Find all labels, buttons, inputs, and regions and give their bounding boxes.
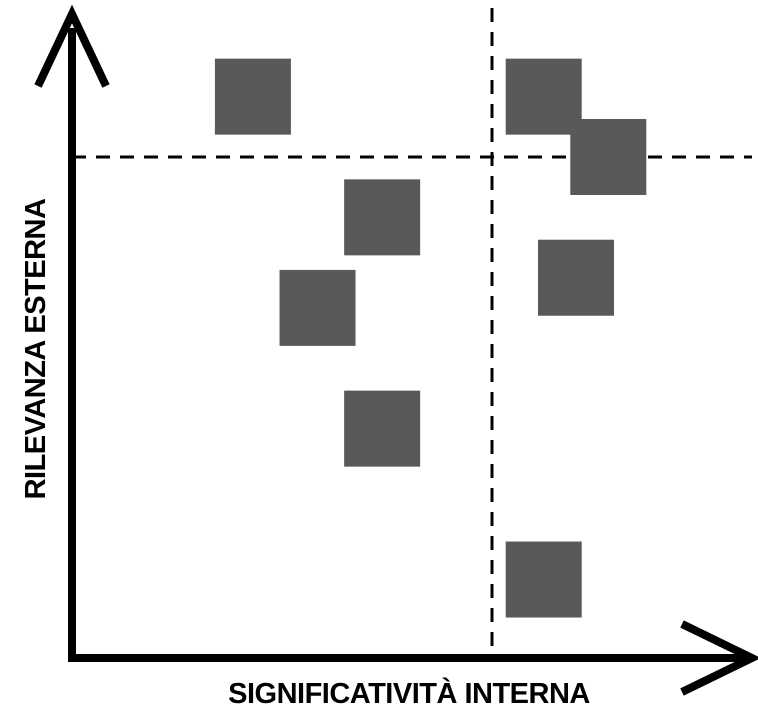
- x-axis-title: SIGNIFICATIVITÀ INTERNA: [228, 678, 590, 710]
- x-axis-arrow-icon: [680, 620, 758, 696]
- y-axis-arrow-icon: [34, 4, 110, 88]
- data-point-6: [279, 269, 356, 346]
- data-point-8: [505, 541, 582, 618]
- y-axis-title: RILEVANZA ESTERNA: [20, 198, 52, 500]
- data-point-7: [344, 390, 421, 467]
- data-point-2: [505, 58, 582, 135]
- data-point-4: [344, 179, 421, 256]
- data-point-5: [538, 239, 614, 316]
- data-point-3: [570, 119, 647, 195]
- data-point-1: [214, 58, 291, 135]
